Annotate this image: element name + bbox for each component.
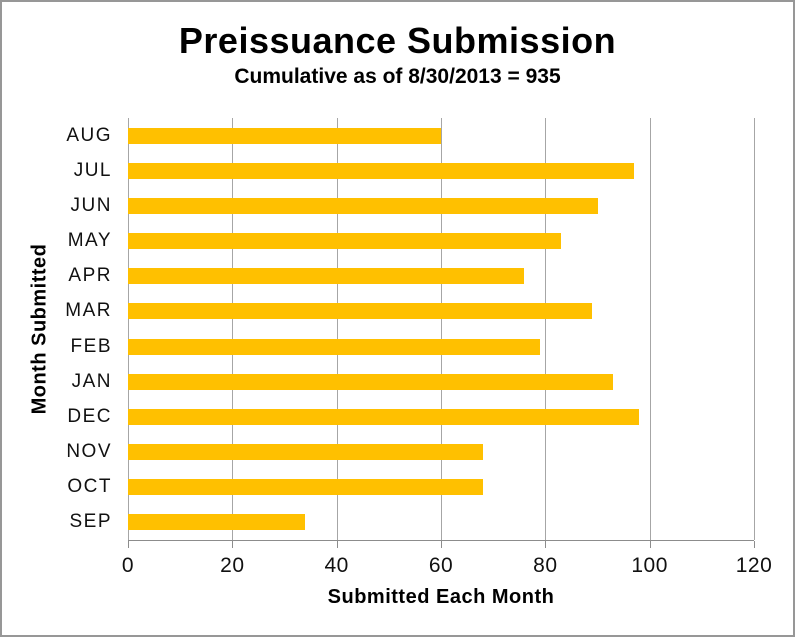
bar-mar xyxy=(128,303,593,320)
bar-jun xyxy=(128,197,598,214)
bar-row-apr xyxy=(128,259,754,294)
y-tick-label-feb: FEB xyxy=(70,335,112,357)
bar-row-may xyxy=(128,224,754,259)
gridline-120 xyxy=(754,118,755,540)
bar-dec xyxy=(128,408,640,425)
y-tick-label-dec: DEC xyxy=(67,405,112,427)
x-tick-label-40: 40 xyxy=(324,554,349,577)
y-tick-label-jan: JAN xyxy=(71,370,112,392)
x-axis-tick-labels: 0 20 40 60 80 100 120 xyxy=(122,554,772,578)
chart-subtitle: Cumulative as of 8/30/2013 = 935 xyxy=(234,65,561,88)
bar-row-sep xyxy=(128,505,754,540)
y-tick-label-may: MAY xyxy=(67,230,112,252)
bar-row-feb xyxy=(128,329,754,364)
x-tick-label-60: 60 xyxy=(428,554,454,577)
bar-aug xyxy=(128,127,441,144)
x-tick-120 xyxy=(754,541,755,548)
bar-row-nov xyxy=(128,435,754,470)
bar-nov xyxy=(128,444,483,461)
y-tick-label-mar: MAR xyxy=(65,300,112,322)
x-tick-label-100: 100 xyxy=(631,554,668,577)
gridline-60 xyxy=(441,118,442,540)
y-tick-label-jul: JUL xyxy=(73,159,112,181)
x-tick-0 xyxy=(128,541,129,548)
x-tick-label-0: 0 xyxy=(121,554,135,577)
bar-feb xyxy=(128,338,541,355)
gridline-100 xyxy=(649,118,651,540)
y-tick-label-nov: NOV xyxy=(66,441,112,463)
y-tick-label-oct: OCT xyxy=(67,476,112,498)
x-tick-label-120: 120 xyxy=(735,554,773,577)
bar-series xyxy=(128,118,754,540)
x-tick-60 xyxy=(441,541,442,548)
bar-may xyxy=(128,233,561,250)
bar-jan xyxy=(128,373,614,390)
y-tick-label-apr: APR xyxy=(68,265,112,287)
x-tick-40 xyxy=(336,541,338,548)
y-tick-label-jun: JUN xyxy=(70,194,112,216)
bar-row-mar xyxy=(128,294,754,329)
gridline-0 xyxy=(128,118,129,540)
x-tick-100 xyxy=(649,541,651,548)
chart-title: Preissuance Submission xyxy=(178,20,617,61)
gridline-20 xyxy=(232,118,234,540)
bar-row-jul xyxy=(128,153,754,188)
plot-area xyxy=(128,118,755,541)
x-tick-label-80: 80 xyxy=(533,554,558,577)
bar-row-dec xyxy=(128,399,754,434)
bar-apr xyxy=(128,268,525,285)
gridline-40 xyxy=(336,118,338,540)
bar-sep xyxy=(128,514,306,531)
x-axis-ticks xyxy=(128,541,755,548)
x-tick-label-20: 20 xyxy=(220,554,245,577)
gridline-80 xyxy=(545,118,547,540)
bar-oct xyxy=(128,479,483,496)
bar-row-jan xyxy=(128,364,754,399)
x-tick-20 xyxy=(232,541,234,548)
x-axis-title: Submitted Each Month xyxy=(327,586,555,608)
bar-jul xyxy=(128,162,635,179)
bar-row-aug xyxy=(128,118,754,153)
y-tick-label-aug: AUG xyxy=(66,124,112,146)
bar-row-oct xyxy=(128,470,754,505)
bar-row-jun xyxy=(128,188,754,223)
y-tick-label-sep: SEP xyxy=(69,511,112,533)
y-axis-tick-labels: AUG JUL JUN MAY APR MAR FEB JAN DEC NOV OCT SEP xyxy=(2,118,112,540)
x-tick-80 xyxy=(545,541,547,548)
